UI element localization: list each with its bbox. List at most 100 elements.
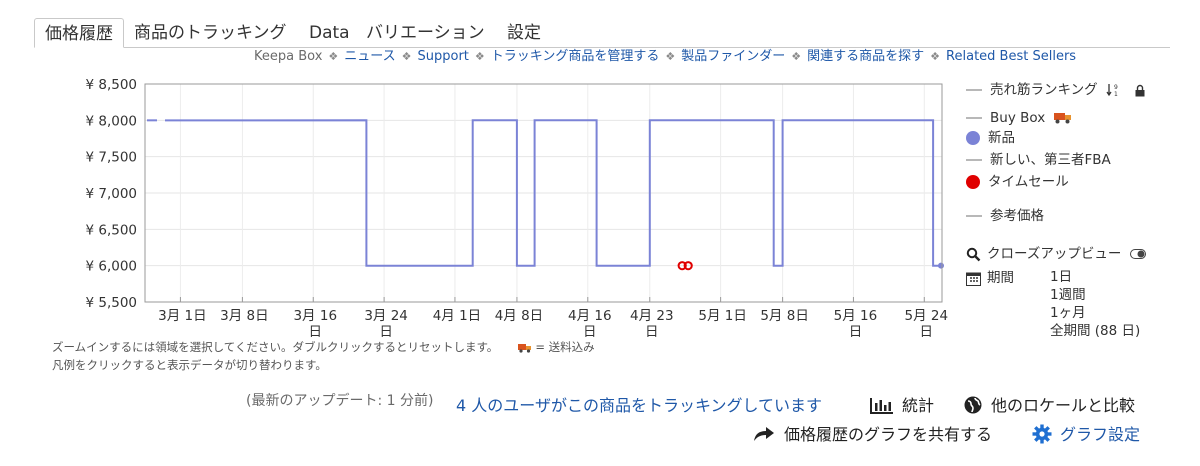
y-tick-label: ¥ 7,000	[85, 186, 137, 202]
link-bar: Keepa Box ❖ ニュース ❖ Support ❖ トラッキング商品を管理する ❖ 製品フ…	[254, 47, 1076, 67]
x-tick-label: 5月 16	[834, 308, 878, 324]
svg-text:9: 9	[1114, 84, 1118, 91]
legend-item-new[interactable]: 新品	[966, 128, 1015, 148]
keepa-box-link[interactable]: Keepa Box	[254, 49, 323, 64]
y-axis: ¥ 8,500 ¥ 8,000 ¥ 7,500 ¥ 7,000 ¥ 6,500 ¥ 6,0…	[85, 77, 137, 311]
x-tick-label: 日	[920, 324, 934, 340]
legend-line-swatch	[966, 117, 982, 119]
new-price-line	[164, 119, 942, 267]
graph-settings-label: グラフ設定	[1060, 425, 1141, 444]
chart-series	[147, 119, 944, 271]
legend-line-swatch	[966, 215, 982, 217]
y-tick-label: ¥ 6,500	[85, 222, 137, 238]
period-all[interactable]: 全期間 (88 日)	[1050, 323, 1141, 339]
legend-label: 参考価格	[990, 208, 1044, 224]
y-tick-label: ¥ 8,000	[85, 113, 137, 129]
tab-price-history[interactable]: 価格履歴	[34, 18, 124, 48]
tracking-users-link[interactable]: 4 人のユーザがこの商品をトラッキングしています	[456, 396, 822, 415]
legend-label: 売れ筋ランキング	[990, 82, 1098, 98]
legend-label: 新品	[988, 130, 1015, 146]
sort-ascending-icon: 91	[1106, 84, 1118, 98]
bar-chart-icon	[870, 398, 893, 414]
graph-settings-button[interactable]: グラフ設定	[1032, 421, 1140, 445]
lightning-deal-point	[683, 261, 693, 271]
diamond-separator-icon: ❖	[665, 50, 676, 63]
legend-item-lightning-deal[interactable]: タイムセール	[966, 172, 1069, 192]
x-tick-label: 4月 23	[630, 308, 674, 324]
x-tick-label: 日	[849, 324, 863, 340]
x-tick-label: 3月 1日	[158, 308, 206, 324]
x-tick-label: 日	[379, 324, 393, 340]
share-label: 価格履歴のグラフを共有する	[784, 425, 993, 444]
legend-line-swatch	[966, 89, 982, 91]
truck-icon	[518, 343, 532, 353]
lock-icon	[1135, 84, 1145, 96]
period-options: 1日 1週間 1ヶ月 全期間 (88 日)	[1050, 268, 1140, 340]
stats-button[interactable]: 統計	[870, 392, 934, 416]
closeup-view-toggle[interactable]: クローズアップビュー	[966, 244, 1146, 264]
chart-grid	[145, 83, 942, 303]
product-finder-link[interactable]: 製品ファインダー	[681, 49, 786, 64]
legend-item-list-price[interactable]: 参考価格	[966, 206, 1044, 226]
tab-settings[interactable]: 設定	[507, 23, 541, 43]
shipping-note: = 送料込み	[535, 340, 595, 354]
x-tick-label: 3月 24	[364, 308, 408, 324]
y-tick-label: ¥ 8,500	[85, 77, 137, 93]
period-1-day[interactable]: 1日	[1050, 269, 1073, 285]
toggle-switch-icon	[1129, 249, 1146, 259]
x-tick-label: 3月 16	[293, 308, 337, 324]
news-link[interactable]: ニュース	[344, 49, 396, 64]
period-1-week[interactable]: 1週間	[1050, 287, 1086, 303]
x-tick-label: 4月 16	[568, 308, 612, 324]
x-tick-label: 日	[309, 324, 323, 340]
tracking-row: 4 人のユーザがこの商品をトラッキングしています	[456, 392, 822, 416]
x-tick-label: 4月 8日	[495, 308, 543, 324]
y-tick-label: ¥ 6,000	[85, 259, 137, 275]
x-tick-label: 4月 1日	[433, 308, 481, 324]
lightning-deal-point	[677, 261, 687, 271]
price-history-chart[interactable]: ¥ 8,500 ¥ 8,000 ¥ 7,500 ¥ 7,000 ¥ 6,500 ¥ 6,0…	[0, 70, 960, 345]
x-tick-label: 5月 1日	[698, 308, 746, 324]
x-tick-label: 日	[645, 324, 659, 340]
related-best-sellers-link[interactable]: Related Best Sellers	[946, 49, 1077, 64]
share-arrow-icon	[754, 427, 774, 441]
legend-line-swatch	[966, 159, 982, 161]
tab-bar: 価格履歴 商品のトラッキング Data バリエーション 設定	[34, 18, 1170, 48]
diamond-separator-icon: ❖	[791, 50, 802, 63]
x-tick-label: 5月 8日	[760, 308, 808, 324]
period-1-month[interactable]: 1ヶ月	[1050, 305, 1086, 321]
legend-label: Buy Box	[990, 110, 1046, 126]
search-icon	[966, 247, 981, 261]
svg-text:1: 1	[1114, 91, 1118, 97]
tab-product-tracking[interactable]: 商品のトラッキング	[134, 23, 287, 43]
x-tick-label: 3月 8日	[220, 308, 268, 324]
share-graph-button[interactable]: 価格履歴のグラフを共有する	[752, 421, 992, 445]
related-products-link[interactable]: 関連する商品を探す	[807, 49, 925, 64]
new-price-endpoint	[938, 262, 944, 269]
y-tick-label: ¥ 5,500	[85, 295, 137, 311]
chart-notes: ズームインするには領域を選択してください。ダブルクリックするとリセットします。 =…	[52, 338, 595, 374]
compare-locales-button[interactable]: 他のロケールと比較	[963, 392, 1135, 416]
last-update-text: (最新のアップデート: 1 分前)	[246, 393, 434, 409]
legend-label: タイムセール	[988, 174, 1069, 190]
support-link[interactable]: Support	[417, 49, 469, 64]
plot-border	[144, 83, 943, 303]
legend-note: 凡例をクリックすると表示データが切り替わります。	[52, 358, 327, 372]
calendar-icon	[966, 272, 981, 286]
compare-label: 他のロケールと比較	[991, 396, 1136, 415]
legend-label: 新しい、第三者FBA	[990, 152, 1111, 168]
legend-item-buy-box[interactable]: Buy Box	[966, 108, 1072, 128]
truck-icon	[1053, 113, 1071, 124]
legend-dot-swatch	[966, 175, 980, 189]
manage-tracking-link[interactable]: トラッキング商品を管理する	[490, 49, 660, 64]
diamond-separator-icon: ❖	[328, 50, 339, 63]
tab-variations[interactable]: バリエーション	[366, 23, 485, 43]
period-label: 期間	[987, 270, 1014, 286]
tab-data[interactable]: Data	[309, 23, 350, 43]
y-tick-label: ¥ 7,500	[85, 150, 137, 166]
x-tick-label: 日	[583, 324, 597, 340]
legend-item-new-fba[interactable]: 新しい、第三者FBA	[966, 150, 1111, 170]
zoom-note: ズームインするには領域を選択してください。ダブルクリックするとリセットします。 =…	[52, 340, 595, 354]
